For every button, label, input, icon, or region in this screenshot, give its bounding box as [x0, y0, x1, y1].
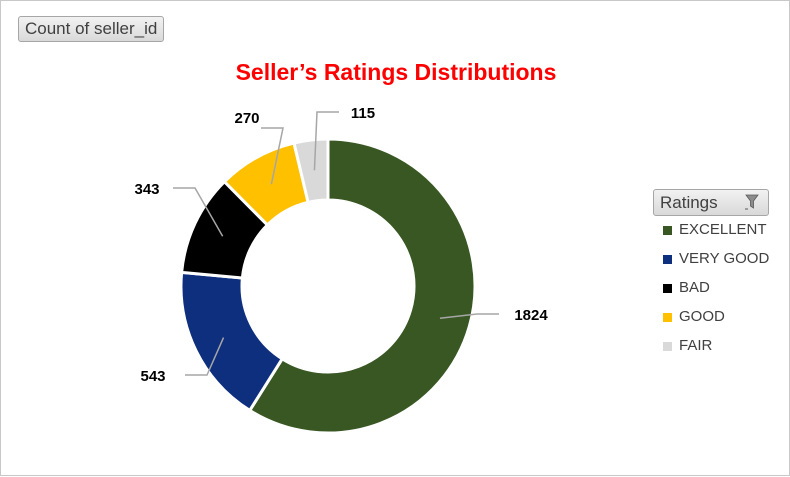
legend-item-bad: BAD — [653, 274, 769, 303]
data-label: 270 — [234, 110, 259, 127]
leader-line — [313, 111, 339, 171]
legend-label: GOOD — [679, 308, 725, 325]
leader-line — [173, 187, 224, 237]
leader-line — [439, 313, 499, 320]
legend: Ratings EXCELLENT VERY GOOD BAD GOOD FAIR — [653, 189, 769, 361]
legend-label: VERY GOOD — [679, 250, 770, 267]
field-button-count-of-seller-id[interactable]: Count of seller_id — [18, 16, 165, 42]
leader-line — [261, 127, 284, 185]
legend-label: FAIR — [679, 337, 713, 354]
legend-swatch — [663, 313, 672, 322]
legend-label: EXCELLENT — [679, 221, 767, 238]
legend-swatch — [663, 284, 672, 293]
slice-fair[interactable] — [292, 137, 330, 205]
legend-title: Ratings — [660, 193, 718, 212]
legend-item-excellent: EXCELLENT — [653, 216, 769, 245]
legend-swatch — [663, 255, 672, 264]
legend-swatch — [663, 342, 672, 351]
data-label: 115 — [351, 105, 375, 122]
chart-title: Seller’s Ratings Distributions — [235, 59, 557, 85]
data-label: 1824 — [514, 307, 548, 324]
filter-icon — [745, 194, 759, 210]
legend-item-very-good: VERY GOOD — [653, 245, 769, 274]
legend-label: BAD — [679, 279, 710, 296]
legend-item-fair: FAIR — [653, 332, 769, 361]
legend-swatch — [663, 226, 672, 235]
legend-item-good: GOOD — [653, 303, 769, 332]
legend-filter-button[interactable]: Ratings — [653, 189, 769, 216]
data-label: 543 — [140, 368, 165, 385]
data-label: 343 — [134, 181, 159, 198]
slice-excellent[interactable] — [247, 137, 477, 435]
leader-line — [185, 337, 225, 376]
